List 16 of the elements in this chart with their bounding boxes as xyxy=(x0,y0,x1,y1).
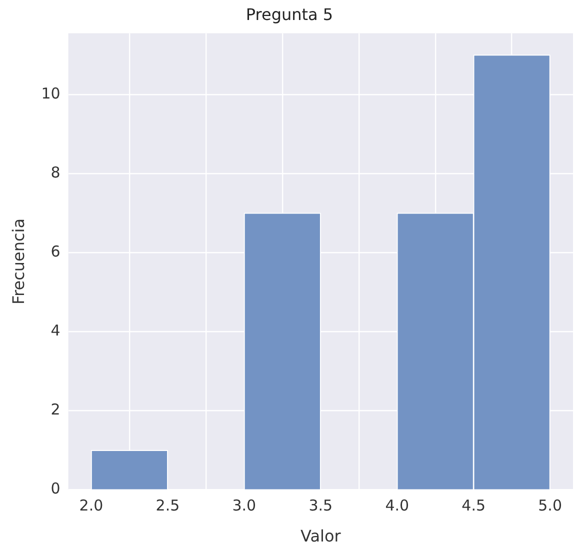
y-tick-label: 4 xyxy=(50,322,60,340)
x-tick-label: 2.5 xyxy=(156,496,180,515)
y-axis-title: Frecuencia xyxy=(8,218,28,305)
x-tick-label: 4.5 xyxy=(462,496,486,515)
x-tick-label: 5.0 xyxy=(538,496,562,515)
y-tick-label: 8 xyxy=(50,163,60,182)
chart-title: Pregunta 5 xyxy=(246,4,334,24)
x-tick-label: 3.0 xyxy=(232,496,256,515)
y-tick-label: 2 xyxy=(50,400,60,419)
y-tick-label: 0 xyxy=(50,480,60,498)
y-tick-label: 10 xyxy=(41,84,60,102)
y-tick-label: 6 xyxy=(50,242,60,260)
x-axis-title: Valor xyxy=(300,526,342,546)
x-tick-label: 3.5 xyxy=(308,496,333,515)
x-tick-label: 2.0 xyxy=(79,496,104,515)
x-tick-label: 4.0 xyxy=(385,496,410,515)
